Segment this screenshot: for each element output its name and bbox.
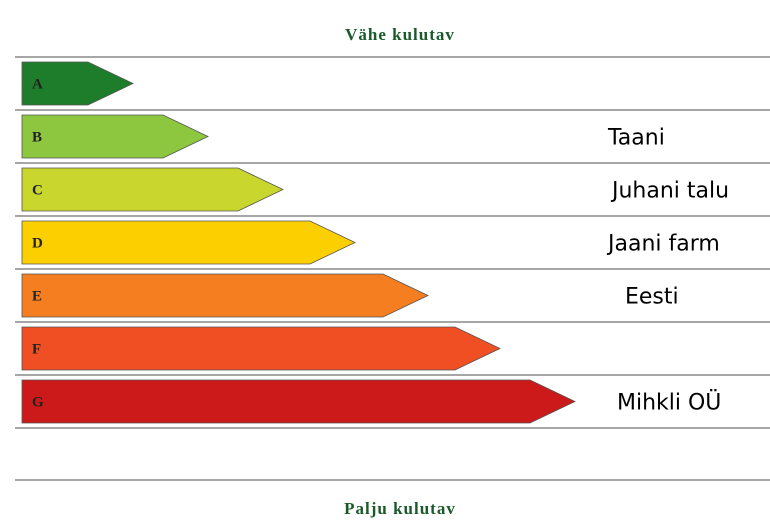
class-arrow bbox=[21, 220, 356, 265]
class-letter: G bbox=[32, 395, 44, 411]
class-arrow bbox=[21, 273, 429, 318]
class-letter: D bbox=[32, 236, 43, 252]
class-label: Eesti bbox=[625, 285, 679, 310]
class-arrow bbox=[21, 114, 209, 159]
class-letter: C bbox=[32, 183, 43, 199]
class-arrow bbox=[21, 326, 501, 371]
class-label: Jaani farm bbox=[606, 232, 720, 257]
class-label: Juhani talu bbox=[610, 179, 729, 204]
class-letter: F bbox=[32, 342, 41, 358]
top-title: Vähe kulutav bbox=[345, 25, 455, 44]
bottom-title: Palju kulutav bbox=[344, 499, 456, 518]
class-arrow bbox=[21, 61, 134, 106]
class-letter: B bbox=[32, 130, 42, 146]
class-letter: A bbox=[32, 77, 43, 93]
class-arrow bbox=[21, 379, 576, 424]
class-arrow bbox=[21, 167, 284, 212]
class-label: Taani bbox=[607, 126, 665, 151]
class-letter: E bbox=[32, 289, 42, 305]
class-label: Mihkli OÜ bbox=[617, 390, 721, 416]
